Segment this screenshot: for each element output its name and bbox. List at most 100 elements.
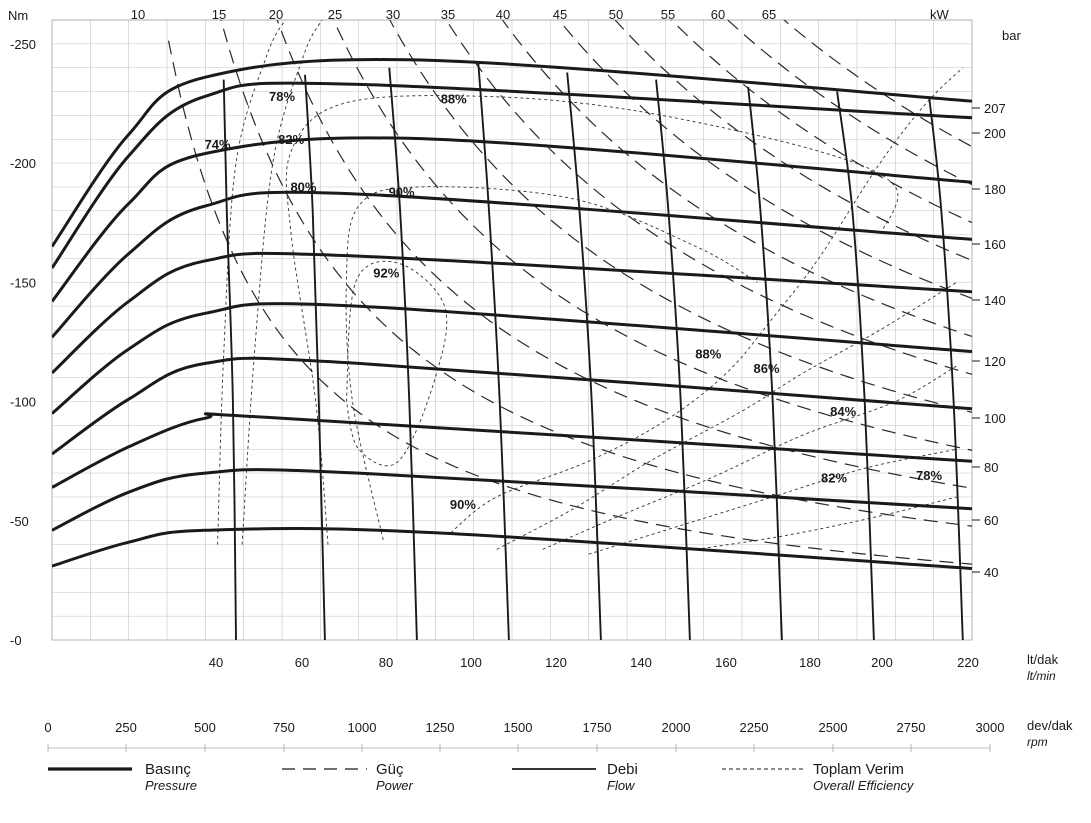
- flow-curve: [928, 96, 964, 640]
- legend-flow-sublabel: Flow: [607, 778, 636, 793]
- left-axis-label: Nm: [8, 8, 28, 23]
- legend-power-label: Güç: [376, 761, 404, 778]
- top-tick-label: 65: [762, 7, 776, 22]
- efficiency-contour: [542, 365, 957, 550]
- power-line: [783, 20, 972, 148]
- efficiency-labels: 78% 74% 82% 80% 88% 90% 92% 88% 86% 84% 82% 78% 90%: [205, 89, 943, 512]
- power-line: [220, 20, 972, 527]
- left-tick-label: -200: [10, 156, 36, 171]
- left-tick-label: -0: [10, 633, 22, 648]
- pressure-curve: [52, 302, 972, 415]
- left-tick-label: -250: [10, 37, 36, 52]
- efficiency-label: 82%: [821, 471, 847, 486]
- efficiency-label: 88%: [695, 347, 721, 362]
- right-tick-label: 80: [984, 460, 998, 475]
- right-tick-label: 207: [984, 101, 1006, 116]
- pressure-curve: [52, 468, 972, 532]
- flow-axis-sublabel: lt/min: [1027, 669, 1056, 683]
- power-line: [726, 20, 972, 186]
- flow-curve: [836, 91, 875, 640]
- efficiency-label: 88%: [441, 91, 467, 106]
- pressure-curve: [52, 190, 972, 339]
- rpm-tick-label: 1250: [426, 720, 455, 735]
- top-tick-label: 45: [553, 7, 567, 22]
- rpm-tick-label: 2750: [897, 720, 926, 735]
- pressure-curve: [52, 356, 972, 456]
- right-axis-label: bar: [1002, 28, 1021, 43]
- flow-curve: [566, 72, 602, 640]
- rpm-tick-label: 2000: [662, 720, 691, 735]
- power-line: [389, 20, 972, 413]
- left-axis-ticks: -250 -200 -150 -100 -50 -0: [10, 37, 36, 648]
- top-tick-label: 30: [386, 7, 400, 22]
- right-tick-label: 120: [984, 354, 1006, 369]
- rpm-tick-label: 1750: [583, 720, 612, 735]
- flow-tick-label: 140: [630, 655, 652, 670]
- pressure-curves: [52, 58, 972, 570]
- top-tick-label: 40: [496, 7, 510, 22]
- efficiency-contour: [450, 67, 964, 534]
- flow-tick-label: 80: [379, 655, 393, 670]
- flow-tick-label: 220: [957, 655, 979, 670]
- flow-tick-label: 100: [460, 655, 482, 670]
- efficiency-label: 82%: [278, 132, 304, 147]
- legend-flow-label: Debi: [607, 761, 638, 778]
- flow-curve: [222, 79, 237, 640]
- flow-tick-label: 200: [871, 655, 893, 670]
- rpm-tick-label: 1500: [504, 720, 533, 735]
- right-tick-label: 200: [984, 126, 1006, 141]
- flow-curve: [477, 62, 510, 640]
- top-tick-label: 55: [661, 7, 675, 22]
- efficiency-contour: [345, 186, 758, 540]
- top-tick-label: 15: [212, 7, 226, 22]
- efficiency-label: 90%: [450, 497, 476, 512]
- efficiency-label: 78%: [269, 89, 295, 104]
- legend-efficiency-label: Toplam Verim: [813, 761, 904, 778]
- top-tick-label: 35: [441, 7, 455, 22]
- legend-pressure-label: Basınç: [145, 761, 191, 778]
- flow-axis-label: lt/dak: [1027, 652, 1059, 667]
- rpm-axis-label: dev/dak: [1027, 718, 1073, 733]
- top-tick-label: 60: [711, 7, 725, 22]
- flow-tick-label: 60: [295, 655, 309, 670]
- pressure-curve: [52, 412, 972, 489]
- efficiency-contours: [217, 20, 964, 555]
- efficiency-label: 74%: [205, 137, 231, 152]
- right-tick-label: 60: [984, 513, 998, 528]
- flow-tick-label: 160: [715, 655, 737, 670]
- rpm-tick-label: 500: [194, 720, 216, 735]
- efficiency-label: 90%: [389, 184, 415, 199]
- left-tick-label: -150: [10, 275, 36, 290]
- top-tick-label: 50: [609, 7, 623, 22]
- legend: Basınç Pressure Güç Power Debi Flow Topl…: [48, 761, 915, 793]
- pressure-curve: [52, 527, 972, 570]
- top-axis-label: kW: [930, 7, 950, 22]
- right-tick-label: 140: [984, 293, 1006, 308]
- rpm-tick-label: 3000: [976, 720, 1005, 735]
- rpm-axis: 0 250 500 750 1000 1250 1500 1750 2000 2250 2500 27…: [44, 720, 1004, 752]
- top-tick-label: 10: [131, 7, 145, 22]
- flow-tick-label: 180: [799, 655, 821, 670]
- rpm-tick-label: 0: [44, 720, 51, 735]
- efficiency-label: 84%: [830, 404, 856, 419]
- legend-efficiency-sublabel: Overall Efficiency: [813, 778, 915, 793]
- flow-curve: [304, 74, 326, 640]
- power-line: [332, 20, 972, 451]
- legend-pressure-sublabel: Pressure: [145, 778, 197, 793]
- right-tick-label: 180: [984, 182, 1006, 197]
- flow-tick-label: 40: [209, 655, 223, 670]
- flow-curve: [655, 79, 691, 640]
- efficiency-contour: [496, 281, 957, 550]
- rpm-tick-label: 750: [273, 720, 295, 735]
- efficiency-contour: [285, 95, 899, 545]
- right-tick-label: 40: [984, 565, 998, 580]
- flow-curves: [222, 62, 964, 640]
- rpm-tick-label: 250: [115, 720, 137, 735]
- power-line: [167, 40, 972, 565]
- rpm-axis-sublabel: rpm: [1027, 735, 1048, 749]
- efficiency-label: 78%: [916, 468, 942, 483]
- flow-axis-ticks: 40 60 80 100 120 140 160 180 200 220: [209, 655, 979, 670]
- efficiency-contour: [241, 20, 323, 545]
- flow-curve: [388, 67, 418, 640]
